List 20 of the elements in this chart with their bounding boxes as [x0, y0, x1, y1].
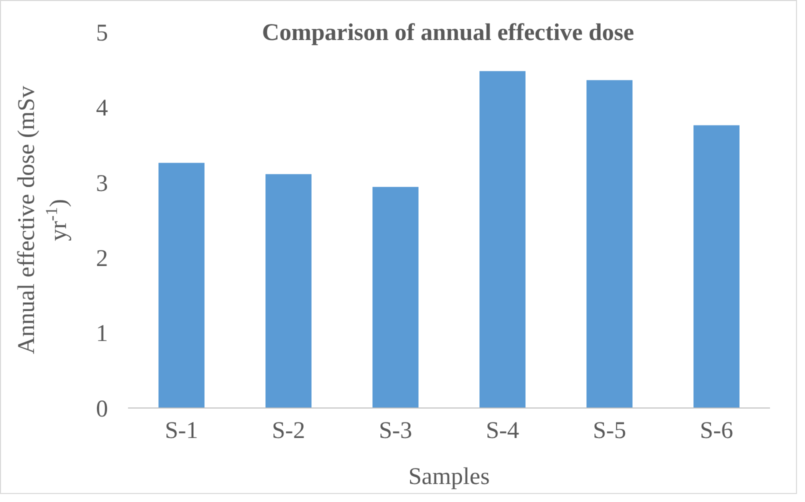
- x-tick-label: S-2: [272, 418, 306, 444]
- bar: [693, 125, 740, 408]
- y-tick-label: 2: [96, 246, 108, 272]
- x-tick-label: S-3: [378, 418, 412, 444]
- x-tick-label: S-6: [700, 418, 734, 444]
- y-tick-label: 5: [96, 20, 108, 46]
- y-tick-label: 3: [96, 170, 108, 197]
- y-tick-label: 1: [96, 321, 108, 348]
- x-axis-title: Samples: [408, 464, 490, 490]
- bar: [265, 174, 312, 408]
- x-tick-label: S-4: [486, 418, 520, 444]
- chart-title: Comparison of annual effective dose: [262, 20, 634, 46]
- x-tick-label: S-1: [164, 418, 198, 444]
- bar: [158, 162, 205, 408]
- y-tick-label: 0: [96, 396, 108, 422]
- bar: [586, 80, 633, 408]
- x-tick-label: S-5: [592, 418, 626, 444]
- bar: [479, 71, 526, 408]
- bar: [372, 186, 419, 408]
- y-tick-label: 4: [96, 96, 108, 122]
